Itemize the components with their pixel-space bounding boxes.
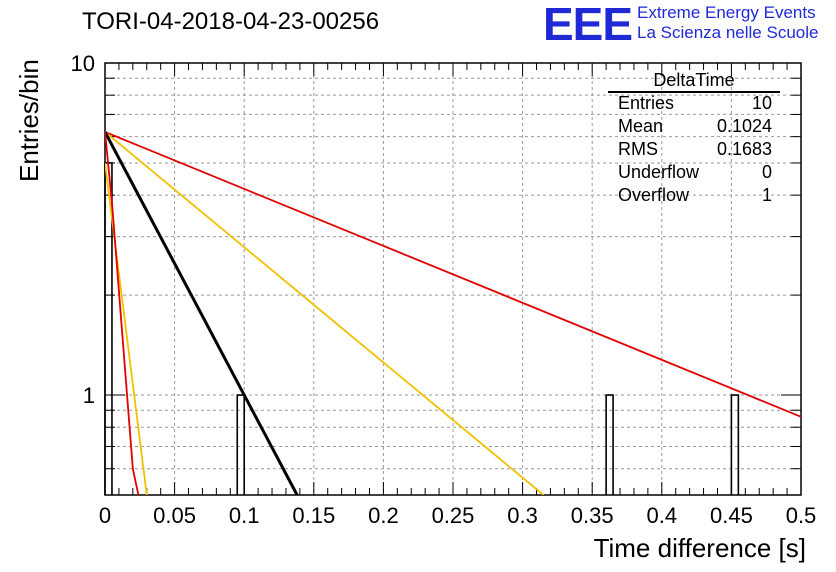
- logo-caption-line2: La Scienza nelle Scuole: [637, 23, 819, 42]
- stats-title-underline: [608, 91, 780, 93]
- x-tick-label: 0.3: [507, 503, 538, 528]
- x-tick-label: 0: [99, 503, 111, 528]
- fit-line: [105, 131, 545, 495]
- fit-line: [105, 162, 148, 495]
- x-tick-label: 0.1: [229, 503, 260, 528]
- stats-row-mean: Mean 0.1024: [618, 116, 772, 138]
- fit-line: [105, 131, 801, 418]
- x-tick-label: 0.25: [432, 503, 475, 528]
- stats-value: 10: [751, 93, 772, 113]
- stats-row-underflow: Underflow 0: [618, 162, 772, 184]
- fit-line: [105, 131, 299, 495]
- stats-title: DeltaTime: [653, 70, 735, 90]
- stats-value: 0.1683: [716, 139, 772, 159]
- stats-label: RMS: [618, 139, 658, 159]
- stats-value: 1: [761, 185, 772, 205]
- y-tick-label: 10: [71, 51, 95, 76]
- stats-value: 0.1024: [716, 116, 772, 136]
- fit-line: [105, 131, 140, 495]
- x-tick-label: 0.35: [571, 503, 614, 528]
- x-tick-label: 0.4: [647, 503, 678, 528]
- stats-label: Mean: [618, 116, 664, 136]
- stats-value: 0: [761, 162, 772, 182]
- x-tick-label: 0.15: [292, 503, 335, 528]
- histogram-bin: [236, 394, 245, 495]
- stats-row-overflow: Overflow 1: [618, 185, 772, 207]
- stats-row-entries: Entries 10: [618, 93, 772, 115]
- y-axis-label: Entries/bin: [14, 59, 44, 182]
- logo-caption-line1: Extreme Energy Events: [637, 3, 816, 22]
- stats-label: Overflow: [618, 185, 690, 205]
- x-tick-label: 0.5: [786, 503, 817, 528]
- x-tick-label: 0.2: [368, 503, 399, 528]
- stats-label: Entries: [618, 93, 675, 113]
- plot-title: TORI-04-2018-04-23-00256: [82, 8, 380, 35]
- x-tick-label: 0.05: [153, 503, 196, 528]
- eee-logo: EEE: [543, 0, 633, 50]
- x-axis-label: Time difference [s]: [593, 533, 806, 563]
- stats-box: DeltaTime Entries 10 Mean 0.1024 RMS 0.1…: [608, 70, 780, 212]
- x-tick-label: 0.45: [710, 503, 753, 528]
- stats-label: Underflow: [618, 162, 700, 182]
- histogram-bin: [605, 394, 614, 495]
- y-tick-label: 1: [83, 383, 95, 408]
- histogram-bin: [730, 394, 740, 495]
- stats-row-rms: RMS 0.1683: [618, 139, 772, 161]
